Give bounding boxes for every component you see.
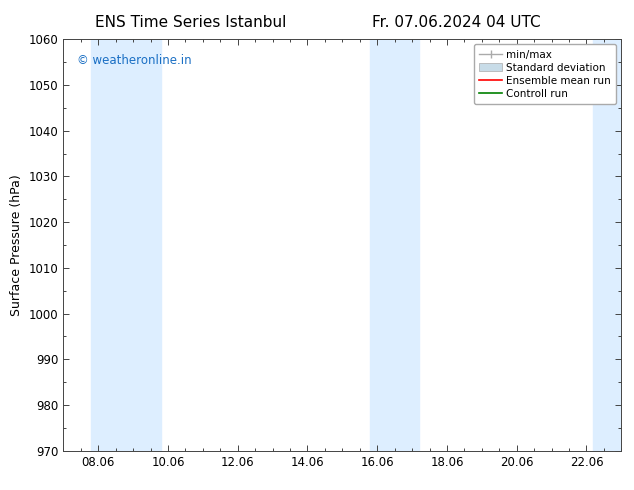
- Text: ENS Time Series Istanbul: ENS Time Series Istanbul: [94, 15, 286, 30]
- Text: © weatheronline.in: © weatheronline.in: [77, 53, 192, 67]
- Bar: [91, 39, 161, 451]
- Bar: [370, 39, 419, 451]
- Y-axis label: Surface Pressure (hPa): Surface Pressure (hPa): [10, 174, 23, 316]
- Text: Fr. 07.06.2024 04 UTC: Fr. 07.06.2024 04 UTC: [372, 15, 541, 30]
- Legend: min/max, Standard deviation, Ensemble mean run, Controll run: min/max, Standard deviation, Ensemble me…: [474, 45, 616, 104]
- Bar: [593, 39, 621, 451]
